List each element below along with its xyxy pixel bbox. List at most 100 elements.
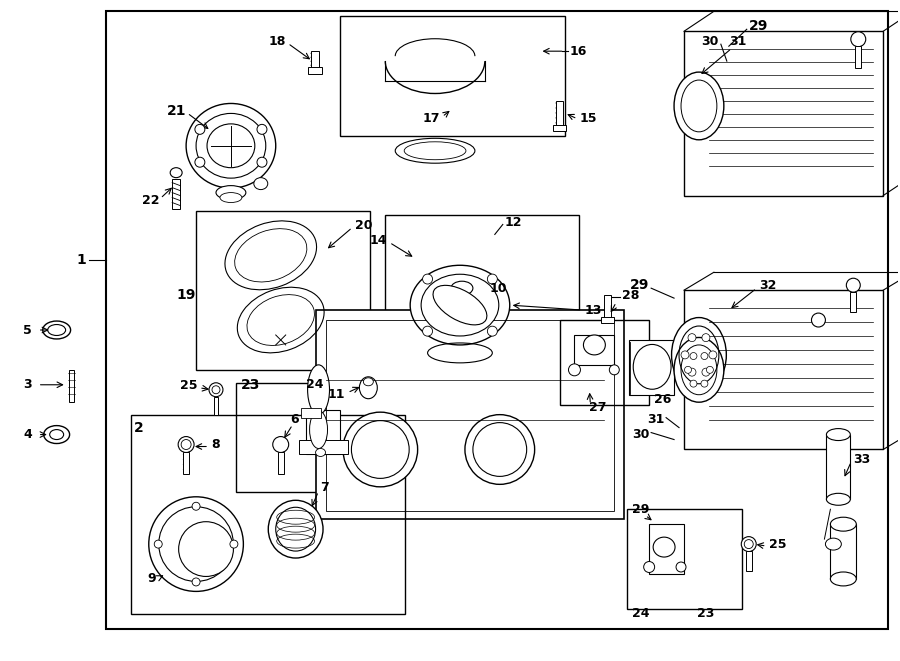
Text: 25: 25 [180,379,197,392]
Bar [385,215,580,370]
Ellipse shape [644,562,654,572]
Ellipse shape [850,32,866,47]
Ellipse shape [681,351,689,359]
Ellipse shape [257,124,267,134]
Text: 30: 30 [632,428,649,441]
Ellipse shape [230,540,238,548]
Ellipse shape [212,386,220,394]
Ellipse shape [220,192,242,202]
Text: 8: 8 [211,438,220,451]
Ellipse shape [676,562,686,572]
Bar [649,524,684,574]
Text: 24: 24 [306,378,323,391]
Ellipse shape [653,537,675,557]
Text: 29: 29 [632,503,650,516]
Text: 1: 1 [76,253,86,267]
Bar [601,317,615,323]
Text: 20: 20 [356,219,373,232]
Text: 25: 25 [769,537,787,551]
Bar [850,292,856,312]
Ellipse shape [178,436,194,453]
Text: 21: 21 [166,104,186,118]
Text: 32: 32 [759,279,776,292]
Ellipse shape [308,365,329,414]
Ellipse shape [671,317,726,392]
Ellipse shape [192,578,200,586]
Text: 5: 5 [23,323,32,336]
Bar [574,335,615,365]
Bar [855,46,861,68]
Ellipse shape [209,383,223,397]
Bar [68,370,74,402]
Text: 29: 29 [749,19,768,33]
Ellipse shape [48,325,66,336]
Bar [183,453,189,475]
Bar [299,440,348,455]
Text: 13: 13 [584,303,602,317]
Bar [301,408,320,418]
Text: 29: 29 [630,278,649,292]
Ellipse shape [195,157,205,167]
Ellipse shape [701,380,708,387]
Bar [684,31,883,196]
Bar [236,383,381,492]
Ellipse shape [634,344,671,389]
Text: 4: 4 [23,428,32,441]
Ellipse shape [44,426,69,444]
Ellipse shape [170,168,182,178]
Ellipse shape [451,281,472,295]
Text: 6: 6 [291,413,300,426]
Ellipse shape [310,410,328,449]
Ellipse shape [359,377,377,399]
Ellipse shape [709,351,717,359]
Bar [555,101,562,129]
Text: 26: 26 [654,393,671,407]
Ellipse shape [316,449,326,457]
Ellipse shape [42,321,70,339]
Ellipse shape [186,104,275,188]
Ellipse shape [569,364,580,376]
Text: 22: 22 [141,194,159,207]
Text: 14: 14 [370,234,387,247]
Ellipse shape [846,278,860,292]
Bar [196,210,370,370]
Bar [340,17,564,136]
Text: 19: 19 [176,288,196,302]
Ellipse shape [688,368,696,376]
Ellipse shape [207,124,255,168]
Text: 31: 31 [729,35,746,48]
Text: 31: 31 [647,413,664,426]
Ellipse shape [690,352,697,360]
Text: 3: 3 [23,378,32,391]
Ellipse shape [685,366,691,373]
Bar [746,551,751,571]
Text: 7: 7 [320,481,329,494]
Ellipse shape [216,186,246,200]
Bar [448,290,476,318]
Ellipse shape [154,540,162,548]
Bar [684,290,883,449]
Text: 23: 23 [697,607,715,620]
Bar [326,320,615,511]
Text: 30: 30 [701,35,719,48]
Ellipse shape [423,274,433,284]
Ellipse shape [826,493,850,505]
Text: 18: 18 [268,35,285,48]
Bar [308,67,321,74]
Ellipse shape [343,412,418,487]
Text: 23: 23 [241,378,260,392]
Ellipse shape [257,157,267,167]
Bar [306,410,340,455]
Text: 9: 9 [148,572,157,586]
Text: 24: 24 [632,607,650,620]
Ellipse shape [488,274,498,284]
Ellipse shape [410,265,509,345]
Ellipse shape [195,124,205,134]
Ellipse shape [706,366,714,373]
Ellipse shape [609,365,619,375]
Bar [172,178,180,208]
Ellipse shape [674,338,724,402]
Text: 33: 33 [853,453,870,466]
Ellipse shape [178,522,233,576]
Bar [214,397,218,414]
